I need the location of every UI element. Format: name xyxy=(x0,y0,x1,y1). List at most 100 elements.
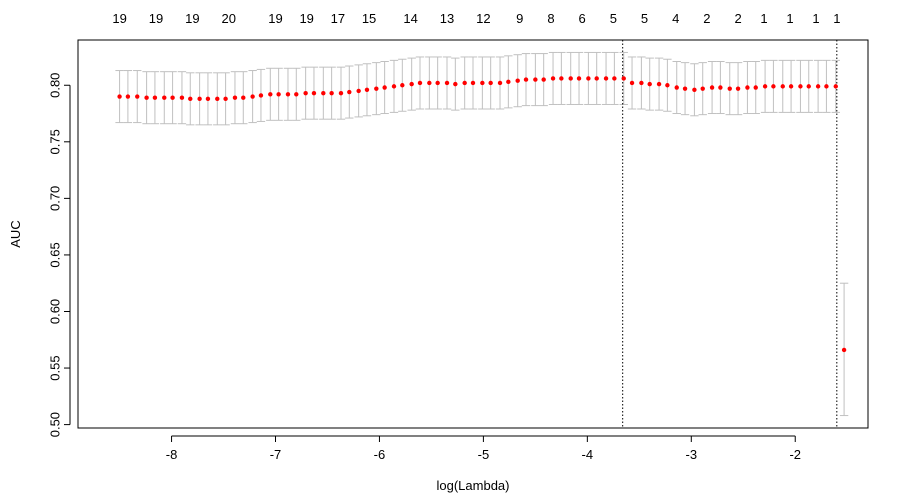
auc-point xyxy=(329,90,334,96)
auc-point xyxy=(417,80,423,86)
y-tick-label: 0.70 xyxy=(47,186,62,211)
auc-point xyxy=(188,96,193,102)
y-tick-label: 0.75 xyxy=(47,129,62,154)
auc-point xyxy=(364,87,370,92)
auc-point xyxy=(258,93,264,98)
x-tick-label: -3 xyxy=(686,447,698,462)
top-axis-label: 6 xyxy=(579,11,586,26)
auc-point xyxy=(788,84,794,89)
auc-point xyxy=(162,95,167,100)
top-axis-label: 15 xyxy=(362,11,376,26)
auc-point xyxy=(215,96,220,102)
auc-point xyxy=(435,80,440,86)
top-axis-label: 19 xyxy=(185,11,199,26)
top-axis-label: 19 xyxy=(149,11,163,26)
auc-point xyxy=(674,85,679,90)
auc-point xyxy=(506,79,511,85)
auc-point xyxy=(762,84,768,89)
auc-point xyxy=(480,80,485,86)
auc-point xyxy=(125,94,131,99)
auc-point xyxy=(232,95,238,100)
x-tick-label: -5 xyxy=(478,447,490,462)
auc-point xyxy=(462,80,467,86)
top-axis-label: 20 xyxy=(221,11,235,26)
auc-point xyxy=(374,86,379,91)
auc-point xyxy=(268,92,273,97)
top-axis-label: 8 xyxy=(547,11,554,26)
top-axis-label: 9 xyxy=(516,11,523,26)
auc-point xyxy=(400,83,405,88)
auc-point xyxy=(780,84,785,89)
top-axis-label: 13 xyxy=(440,11,454,26)
top-axis-label: 14 xyxy=(403,11,417,26)
top-axis-label: 1 xyxy=(833,11,840,26)
x-tick-label: -2 xyxy=(789,447,801,462)
auc-point xyxy=(144,95,149,100)
y-tick-label: 0.80 xyxy=(47,73,62,98)
top-axis-label: 2 xyxy=(734,11,741,26)
auc-point xyxy=(700,86,705,91)
top-axis-label: 5 xyxy=(610,11,617,26)
top-axis-label: 17 xyxy=(331,11,345,26)
reference-lines xyxy=(622,40,838,428)
auc-point xyxy=(470,80,476,86)
auc-point xyxy=(629,80,635,86)
auc-point xyxy=(285,92,291,97)
auc-point xyxy=(409,81,414,87)
auc-point xyxy=(621,76,626,81)
x-axis: -8 -7 -6 -5 -4 -3 -2 xyxy=(166,435,801,462)
auc-point xyxy=(771,84,776,89)
y-tick-label: 0.65 xyxy=(47,242,62,267)
auc-point xyxy=(497,80,503,86)
auc-point xyxy=(682,86,688,91)
auc-point xyxy=(745,85,750,90)
auc-point xyxy=(753,85,758,90)
auc-point xyxy=(170,95,175,100)
auc-point xyxy=(276,92,281,97)
top-axis-label: 19 xyxy=(268,11,282,26)
auc-point xyxy=(152,95,158,100)
x-tick-label: -7 xyxy=(270,447,282,462)
auc-point xyxy=(391,84,397,89)
auc-point xyxy=(709,85,715,90)
top-axis-label: 1 xyxy=(786,11,793,26)
auc-point xyxy=(338,90,344,96)
top-axis-label: 5 xyxy=(641,11,648,26)
auc-point xyxy=(824,84,829,89)
auc-point xyxy=(656,81,662,87)
auc-point xyxy=(718,85,723,90)
auc-point xyxy=(568,76,573,81)
auc-point xyxy=(197,96,202,102)
x-tick-label: -6 xyxy=(374,447,386,462)
auc-point xyxy=(647,81,652,87)
auc-point xyxy=(515,78,520,83)
auc-point xyxy=(806,84,811,89)
auc-point xyxy=(665,83,670,88)
error-bars xyxy=(115,51,849,417)
auc-point xyxy=(550,76,556,81)
top-axis-label: 12 xyxy=(476,11,490,26)
auc-point xyxy=(559,76,564,81)
auc-point xyxy=(347,89,352,95)
auc-point xyxy=(798,84,803,89)
auc-point xyxy=(303,90,308,96)
auc-point xyxy=(321,90,326,96)
auc-point xyxy=(815,84,821,89)
y-tick-label: 0.60 xyxy=(47,299,62,324)
top-axis-label: 2 xyxy=(703,11,710,26)
auc-point xyxy=(427,80,432,86)
auc-point xyxy=(576,76,582,81)
auc-point xyxy=(533,77,538,82)
data-points xyxy=(117,76,847,353)
auc-point xyxy=(117,94,122,99)
y-axis-label: AUC xyxy=(8,220,23,247)
auc-point xyxy=(833,84,838,89)
auc-point xyxy=(603,76,609,81)
top-axis-label: 1 xyxy=(812,11,819,26)
y-tick-label: 0.55 xyxy=(47,355,62,380)
top-axis-nonzero-counts: 19 19 19 20 19 19 17 15 14 13 12 9 8 6 5 5 4 2 2 1 1 1 1 xyxy=(112,11,840,26)
auc-point xyxy=(294,92,299,97)
auc-point xyxy=(356,88,361,94)
x-tick-label: -4 xyxy=(582,447,594,462)
